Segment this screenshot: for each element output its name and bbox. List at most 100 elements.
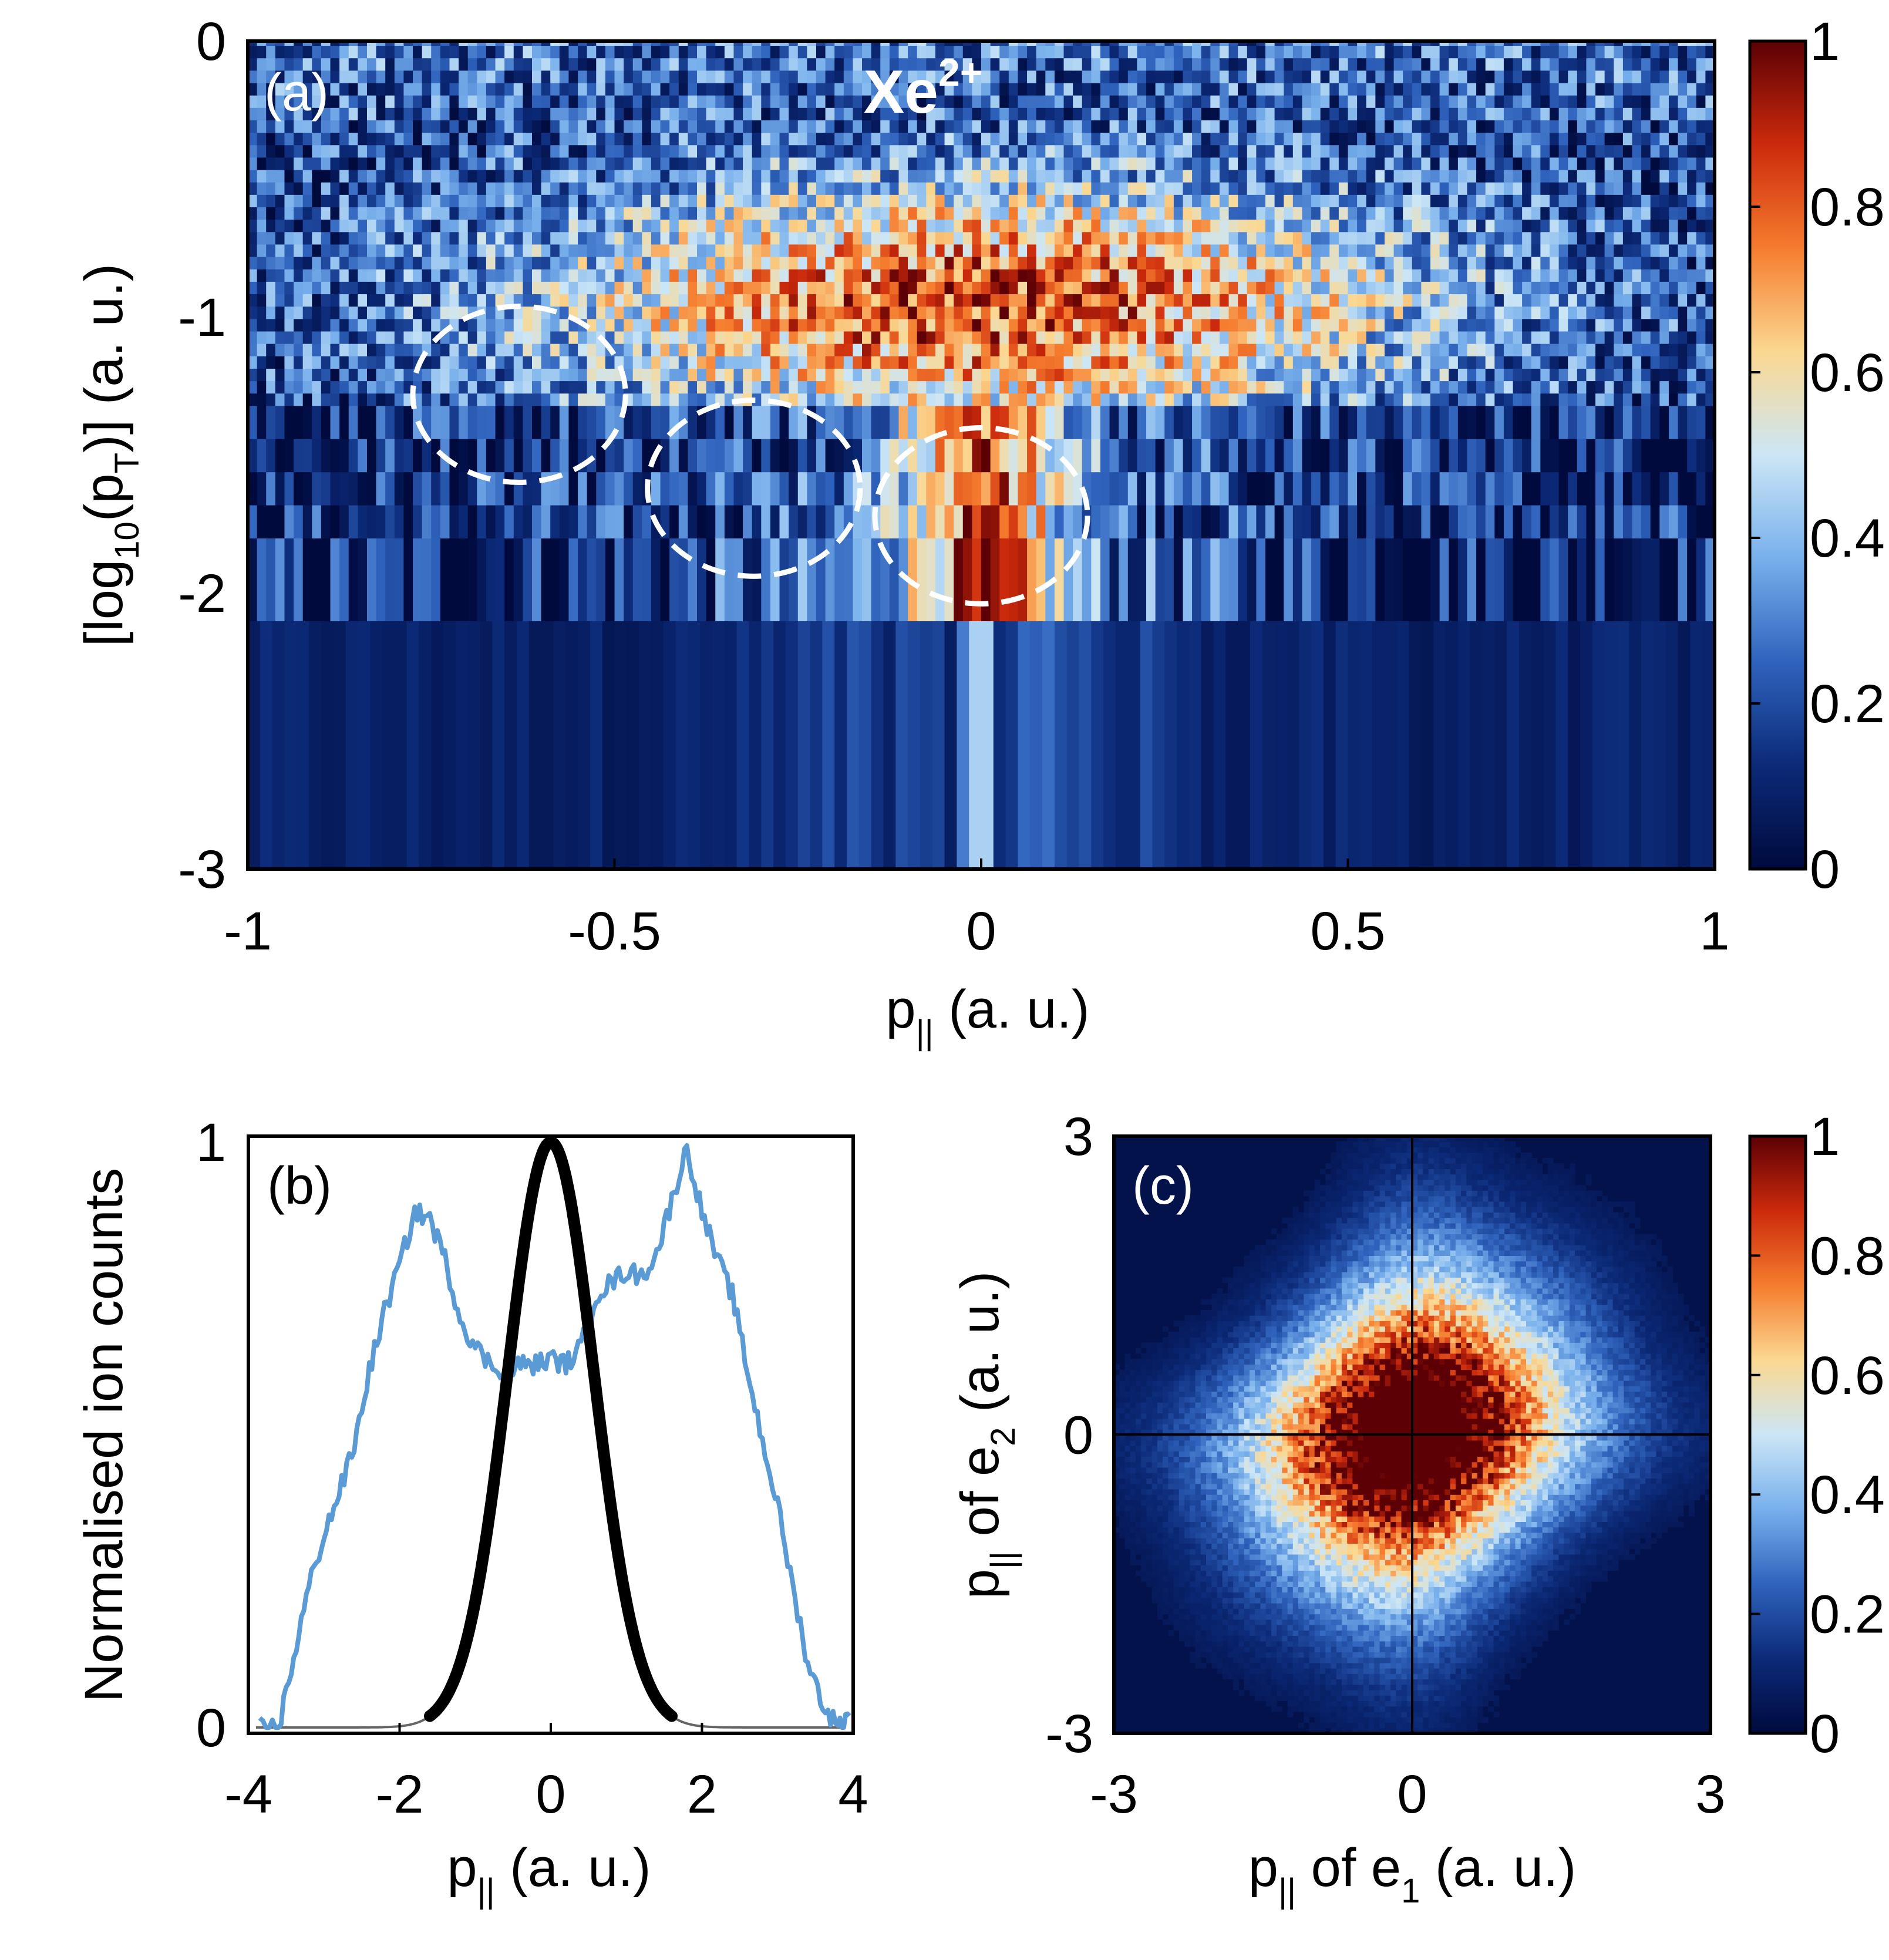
panel-a-cell <box>1228 538 1239 621</box>
panel-a-cell <box>1292 144 1303 158</box>
panel-a-cell <box>1393 144 1404 158</box>
panel-a-cell <box>1146 294 1156 307</box>
panel-a-cell <box>1183 169 1193 183</box>
panel-a-cell <box>1531 405 1541 439</box>
panel-a-cell <box>1348 472 1358 506</box>
panel-a-cell <box>843 194 854 207</box>
panel-a-cell <box>954 306 964 319</box>
panel-a-cell <box>1558 169 1569 183</box>
panel-a-cell <box>504 355 514 369</box>
panel-a-cell <box>1338 207 1349 220</box>
panel-a-cell <box>1127 380 1138 394</box>
panel-a-cell <box>513 194 524 207</box>
panel-a-cell <box>999 132 1009 146</box>
panel-a-cell <box>752 244 762 257</box>
panel-a-cell <box>403 231 414 245</box>
panel-a-cell <box>394 119 405 133</box>
panel-a-cell <box>926 504 936 538</box>
panel-a-cell <box>853 405 863 439</box>
panel-a-cell <box>816 368 826 382</box>
panel-a-cell <box>1219 294 1230 307</box>
panel-a-cell <box>431 107 441 120</box>
panel-a-cell <box>358 244 368 257</box>
panel-a-cell <box>495 219 506 233</box>
panel-a-cell <box>660 405 671 439</box>
panel-a-cell <box>770 306 780 319</box>
panel-a-cell <box>531 438 542 473</box>
panel-a-cell <box>1018 144 1028 158</box>
panel-a-cell <box>413 306 423 319</box>
panel-a-cell <box>1457 231 1468 245</box>
panel-a-cell <box>962 219 973 233</box>
panel-a-cell <box>1659 306 1669 319</box>
panel-a-cell <box>1614 438 1624 473</box>
panel-a-cell <box>1164 219 1174 233</box>
panel-a-cell <box>1568 268 1578 282</box>
panel-a-cell <box>1027 256 1037 270</box>
panel-a-cell <box>853 380 863 394</box>
panel-a-cell <box>752 472 762 506</box>
panel-a-cell <box>1302 132 1312 146</box>
panel-a-cell <box>321 82 331 96</box>
panel-a-cell <box>752 331 762 344</box>
panel-a-cell <box>568 157 579 170</box>
panel-a-cell <box>309 621 322 869</box>
panel-a-cell <box>834 119 844 133</box>
panel-a-cell <box>1592 621 1605 869</box>
panel-a-cell <box>807 268 817 282</box>
panel-a-cell <box>302 256 313 270</box>
panel-a-cell <box>1549 144 1560 158</box>
panel-a-cell <box>816 294 826 307</box>
panel-a-cell <box>596 231 606 245</box>
panel-a-cell <box>248 219 258 233</box>
panel-a-cell <box>1632 294 1642 307</box>
panel-a-cell <box>1146 144 1156 158</box>
panel-a-cell <box>1366 355 1376 369</box>
panel-a-cell <box>1614 219 1624 233</box>
panel-a-cell <box>568 405 579 439</box>
panel-a-cell <box>1604 132 1615 146</box>
panel-a-cell <box>962 294 973 307</box>
panel-a-cell <box>495 244 506 257</box>
panel-a-cell <box>1155 281 1166 295</box>
panel-a-cell <box>1146 194 1156 207</box>
panel-a-cell <box>678 169 689 183</box>
panel-a-cell <box>853 194 863 207</box>
panel-a-cell <box>1348 438 1358 473</box>
panel-a-cell <box>954 157 964 170</box>
panel-a-cell <box>733 268 744 282</box>
panel-a-cell <box>513 107 524 120</box>
panel-a-cell <box>504 504 514 538</box>
panel-a-cell <box>376 144 386 158</box>
panel-a-cell <box>1164 132 1174 146</box>
panel-a-cell <box>614 119 625 133</box>
panel-a-cell <box>1549 368 1560 382</box>
panel-a-cell <box>568 343 579 356</box>
panel-a-cell <box>1274 219 1285 233</box>
panel-a-cell <box>422 144 432 158</box>
panel-a-cell <box>578 393 588 406</box>
panel-a-cell <box>294 144 304 158</box>
panel-a-cell <box>495 438 506 473</box>
panel-a-cell <box>1265 318 1275 332</box>
panel-a-cell <box>1476 244 1486 257</box>
panel-a-cell <box>596 82 606 96</box>
panel-a-cell <box>1183 343 1193 356</box>
panel-a-cell <box>1568 438 1578 473</box>
panel-a-cell <box>1357 119 1367 133</box>
panel-a-cell <box>816 244 826 257</box>
panel-a-cell <box>1274 132 1285 146</box>
panel-a-cell <box>1494 244 1504 257</box>
panel-a-cell <box>660 181 671 195</box>
panel-a-cell <box>1659 405 1669 439</box>
panel-a-cell <box>266 368 276 382</box>
panel-a-cell <box>1173 244 1184 257</box>
panel-a-cell <box>871 318 881 332</box>
panel-a-cell <box>523 405 533 439</box>
panel-a-cell <box>1403 368 1413 382</box>
panel-a-cell <box>1485 107 1496 120</box>
panel-a-cell <box>1614 281 1624 295</box>
panel-a-cell <box>1008 318 1019 332</box>
panel-a-cell <box>770 318 780 332</box>
panel-a-cell <box>1403 207 1413 220</box>
